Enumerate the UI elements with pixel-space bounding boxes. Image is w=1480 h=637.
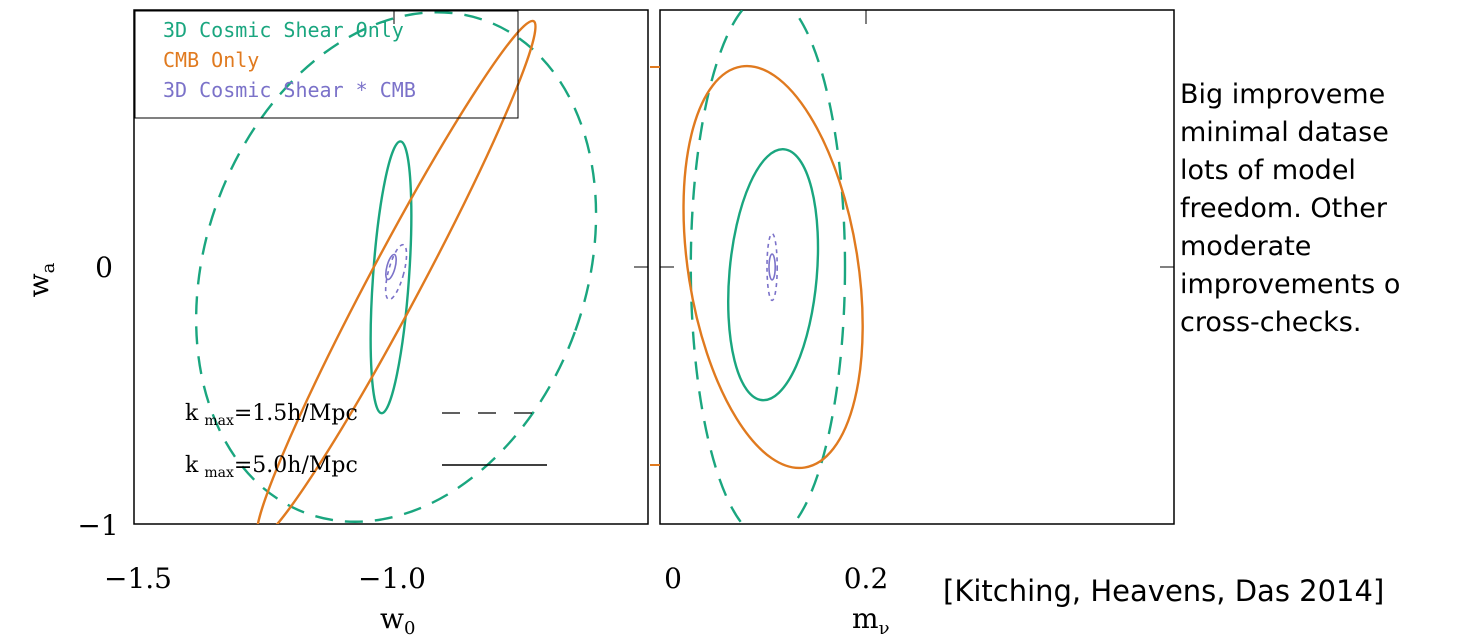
- side-text-line: moderate: [1180, 231, 1312, 262]
- left-contour-shear-solid: [369, 140, 413, 415]
- right-xlabel: mν: [852, 602, 890, 637]
- kmax-solid-label: k max=5.0h/Mpc: [185, 453, 358, 481]
- citation: [Kitching, Heavens, Das 2014]: [943, 574, 1385, 608]
- left-contour-cmb-solid: [255, 19, 537, 524]
- right-contour-cmb-solid: [682, 64, 864, 470]
- legend-entry-shear: 3D Cosmic Shear Only: [163, 18, 404, 42]
- side-text-line: cross-checks.: [1180, 307, 1362, 338]
- right-contour-shear-dashed: [689, 10, 847, 524]
- legend-entry-combined: 3D Cosmic Shear * CMB: [163, 78, 416, 102]
- left-xtick-label-0: −1.5: [104, 562, 172, 595]
- legend-box: [134, 10, 519, 119]
- left-xlabel: w0: [380, 602, 415, 637]
- legend-entry-cmb: CMB Only: [163, 48, 259, 72]
- left-contour-combined-dashed: [384, 243, 408, 301]
- side-text-line: freedom. Other: [1180, 193, 1388, 224]
- left-ytick-label-0: 0: [95, 251, 113, 284]
- right-contour-combined-solid: [768, 253, 776, 281]
- left-xtick-label-1: −1.0: [358, 562, 426, 595]
- right-xtick-label-1: 0.2: [844, 562, 889, 595]
- side-text-line: improvements o: [1180, 269, 1401, 300]
- right-contour-shear-solid: [727, 148, 820, 402]
- right-contour-combined-dashed: [766, 232, 778, 302]
- left-contour-shear-dashed: [194, 11, 598, 523]
- side-text-line: Big improveme: [1180, 79, 1386, 110]
- left-ylabel: wa: [22, 262, 59, 297]
- side-text-line: lots of model: [1180, 155, 1356, 186]
- left-ytick-label-1: −1: [77, 509, 118, 542]
- side-text: Big improveme minimal datase lots of mod…: [1180, 76, 1480, 342]
- right-panel: [650, 9, 1175, 525]
- kmax-dashed-label: k max=1.5h/Mpc: [185, 401, 358, 429]
- right-xtick-label-0: 0: [664, 562, 682, 595]
- left-panel: [133, 9, 649, 525]
- kmax-legend: k max=1.5h/Mpc k max=5.0h/Mpc: [185, 401, 547, 481]
- right-panel-frame: [659, 9, 1175, 525]
- legend: 3D Cosmic Shear Only CMB Only 3D Cosmic …: [134, 10, 519, 119]
- left-contour-combined-solid: [385, 253, 397, 281]
- side-text-line: minimal datase: [1180, 117, 1389, 148]
